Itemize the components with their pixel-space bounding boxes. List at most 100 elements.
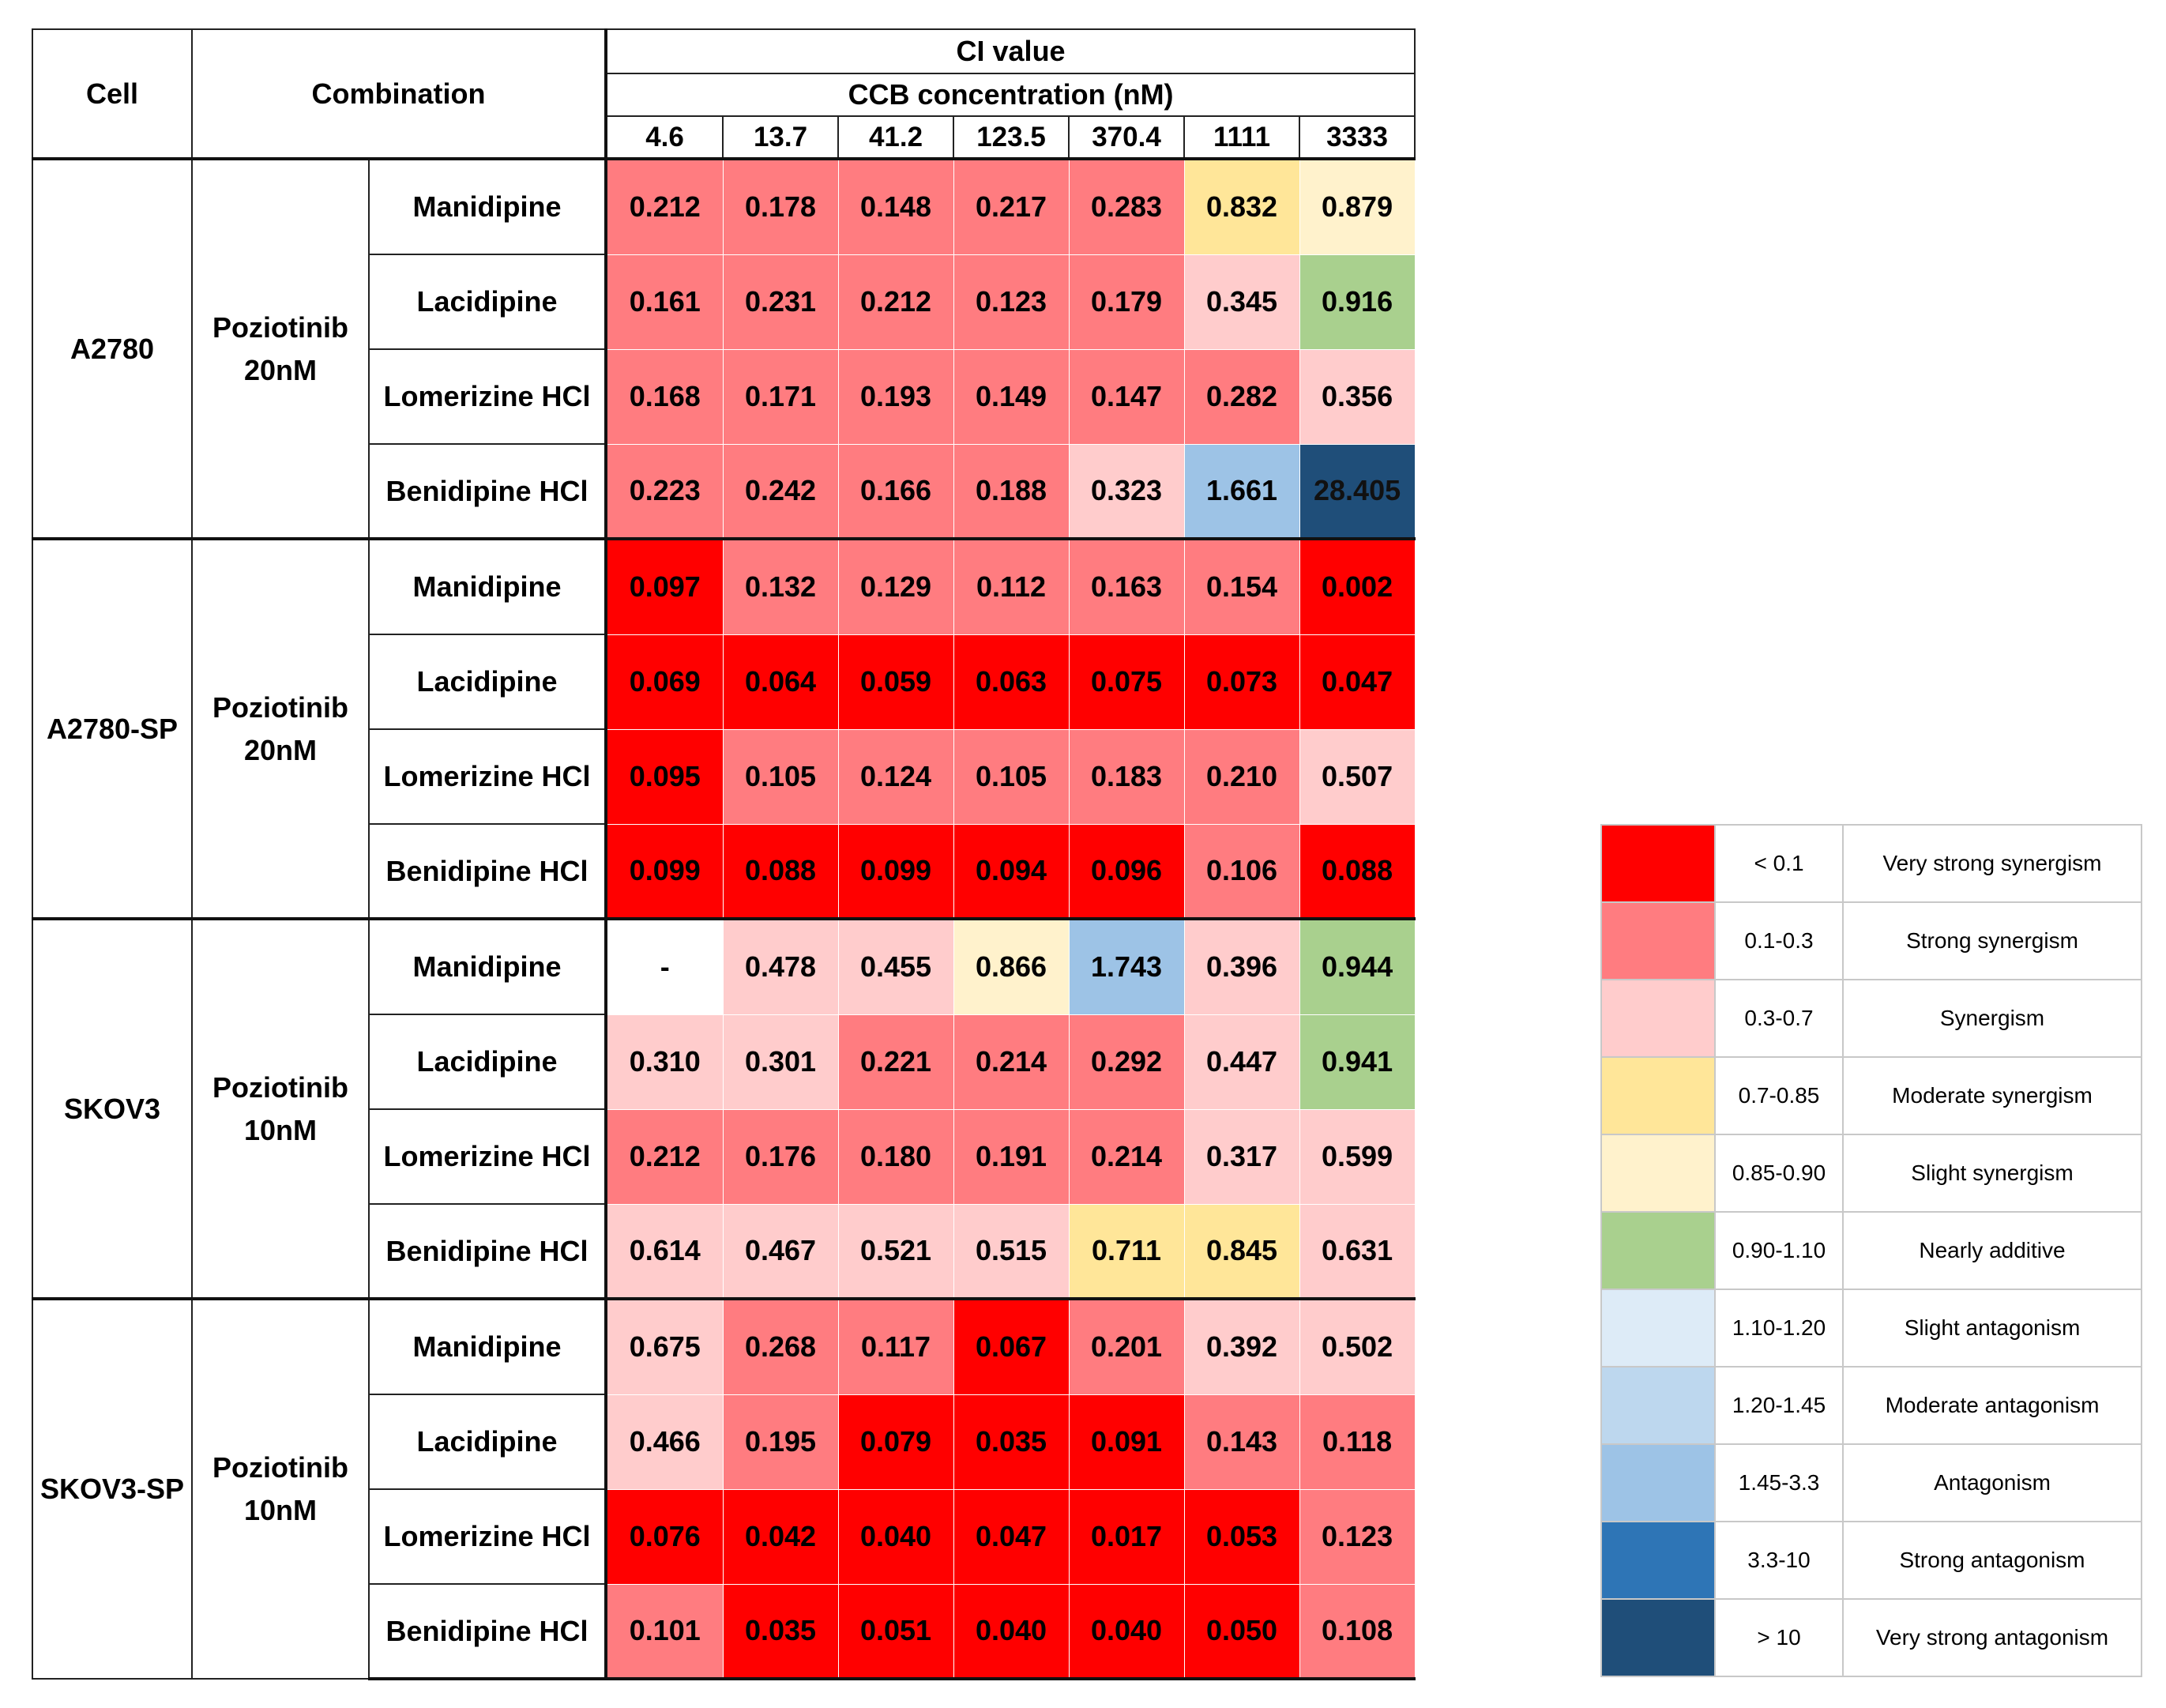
- ci-value-cell: 0.101: [604, 1583, 724, 1680]
- x-tick-label: 3333: [1299, 115, 1416, 160]
- ci-value-cell: 0.035: [722, 1583, 839, 1680]
- ci-value-cell: 0.231: [722, 254, 839, 350]
- ci-value-cell: 0.193: [837, 348, 954, 445]
- legend-label: Very strong synergism: [1842, 824, 2142, 903]
- legend-label: Very strong antagonism: [1842, 1598, 2142, 1677]
- ci-value-cell: 0.515: [953, 1203, 1070, 1300]
- legend-swatch: [1600, 1056, 1716, 1135]
- legend-swatch: [1600, 1289, 1716, 1368]
- ci-value-cell: 0.217: [953, 157, 1070, 255]
- legend-swatch: [1600, 1521, 1716, 1600]
- ci-value-cell: 0.047: [1299, 634, 1416, 730]
- ci-heatmap-table: Cell Combination CI value CCB concentration…: [32, 28, 1416, 1680]
- ci-value-cell: 0.614: [604, 1203, 724, 1300]
- ci-value-cell: 0.176: [722, 1108, 839, 1205]
- ci-value-cell: 0.161: [604, 254, 724, 350]
- drug-label: Lomerizine HCl: [367, 348, 607, 445]
- ci-value-cell: 1.743: [1068, 917, 1185, 1015]
- ci-value-cell: 0.221: [837, 1014, 954, 1110]
- drug-label: Lomerizine HCl: [367, 1108, 607, 1205]
- drug-label: Manidipine: [367, 917, 607, 1015]
- legend-swatch: [1600, 1598, 1716, 1677]
- ci-value-cell: 0.455: [837, 917, 954, 1015]
- ci-value-cell: 0.180: [837, 1108, 954, 1205]
- ci-value-cell: 0.099: [604, 823, 724, 920]
- legend-swatch: [1600, 1443, 1716, 1522]
- legend-swatch: [1600, 1211, 1716, 1290]
- ci-value-cell: 0.223: [604, 443, 724, 540]
- drug-label: Manidipine: [367, 157, 607, 255]
- ci-value-cell: 0.097: [604, 537, 724, 635]
- ci-value-cell: 0.179: [1068, 254, 1185, 350]
- ci-value-cell: 0.323: [1068, 443, 1185, 540]
- legend-range: > 10: [1714, 1598, 1844, 1677]
- x-tick-label: 370.4: [1068, 115, 1186, 160]
- ci-value-cell: 0.178: [722, 157, 839, 255]
- ci-value-cell: 0.282: [1183, 348, 1300, 445]
- ci-value-cell: 0.212: [604, 1108, 724, 1205]
- combination-label: Poziotinib 10nM: [191, 1297, 370, 1680]
- ci-value-cell: 0.147: [1068, 348, 1185, 445]
- ci-value-cell: 0.017: [1068, 1488, 1185, 1585]
- ci-value-cell: 0.108: [1299, 1583, 1416, 1680]
- ci-value-cell: 0.035: [953, 1394, 1070, 1490]
- legend-swatch: [1600, 901, 1716, 980]
- combination-line: 20nM: [243, 733, 318, 766]
- legend-label: Moderate synergism: [1842, 1056, 2142, 1135]
- legend-swatch: [1600, 824, 1716, 903]
- ci-value-cell: 0.118: [1299, 1394, 1416, 1490]
- ci-value-cell: 28.405: [1299, 443, 1416, 540]
- legend-range: 1.10-1.20: [1714, 1289, 1844, 1368]
- ci-value-cell: 0.149: [953, 348, 1070, 445]
- legend-label: Slight antagonism: [1842, 1289, 2142, 1368]
- ci-value-cell: 0.166: [837, 443, 954, 540]
- x-tick-label: 13.7: [722, 115, 840, 160]
- ci-value-cell: 0.447: [1183, 1014, 1300, 1110]
- drug-label: Lomerizine HCl: [367, 1488, 607, 1585]
- x-tick-label: 1111: [1183, 115, 1301, 160]
- ci-value-cell: 0.317: [1183, 1108, 1300, 1205]
- x-axis-label: CCB concentration (nM): [604, 73, 1416, 117]
- ci-value-cell: 0.117: [837, 1297, 954, 1395]
- cell-line-label: A2780: [32, 157, 193, 540]
- ci-value-cell: 0.143: [1183, 1394, 1300, 1490]
- x-tick-label: 4.6: [604, 115, 724, 160]
- ci-value-cell: 0.123: [953, 254, 1070, 350]
- ci-value-cell: 0.345: [1183, 254, 1300, 350]
- drug-label: Benidipine HCl: [367, 443, 607, 540]
- ci-value-cell: 0.212: [837, 254, 954, 350]
- header-combination: Combination: [190, 28, 607, 160]
- ci-value-cell: 0.675: [604, 1297, 724, 1395]
- combination-line: Poziotinib: [212, 310, 348, 344]
- ci-value-cell: 0.866: [953, 917, 1070, 1015]
- ci-value-cell: 0.040: [837, 1488, 954, 1585]
- ci-value-cell: 0.047: [953, 1488, 1070, 1585]
- ci-value-cell: 0.042: [722, 1488, 839, 1585]
- ci-value-cell: 0.076: [604, 1488, 724, 1585]
- ci-value-cell: 0.094: [953, 823, 1070, 920]
- legend-range: 0.85-0.90: [1714, 1134, 1844, 1213]
- ci-value-cell: 0.466: [604, 1394, 724, 1490]
- chart-title: CI value: [604, 28, 1416, 74]
- ci-value-cell: 0.129: [837, 537, 954, 635]
- legend-label: Antagonism: [1842, 1443, 2142, 1522]
- ci-value-cell: -: [604, 917, 724, 1015]
- ci-value-cell: 0.099: [837, 823, 954, 920]
- drug-label: Benidipine HCl: [367, 823, 607, 920]
- ci-value-cell: 0.467: [722, 1203, 839, 1300]
- drug-label: Benidipine HCl: [367, 1203, 607, 1300]
- ci-value-cell: 0.916: [1299, 254, 1416, 350]
- legend-swatch: [1600, 1134, 1716, 1213]
- ci-value-cell: 0.214: [1068, 1108, 1185, 1205]
- legend-range: 0.7-0.85: [1714, 1056, 1844, 1135]
- legend-label: Moderate antagonism: [1842, 1366, 2142, 1445]
- legend-label: Strong synergism: [1842, 901, 2142, 980]
- ci-value-cell: 0.067: [953, 1297, 1070, 1395]
- ci-value-cell: 0.845: [1183, 1203, 1300, 1300]
- ci-value-cell: 0.356: [1299, 348, 1416, 445]
- ci-value-cell: 0.088: [1299, 823, 1416, 920]
- ci-value-cell: 0.088: [722, 823, 839, 920]
- ci-value-cell: 0.091: [1068, 1394, 1185, 1490]
- legend-swatch: [1600, 979, 1716, 1058]
- ci-value-cell: 0.195: [722, 1394, 839, 1490]
